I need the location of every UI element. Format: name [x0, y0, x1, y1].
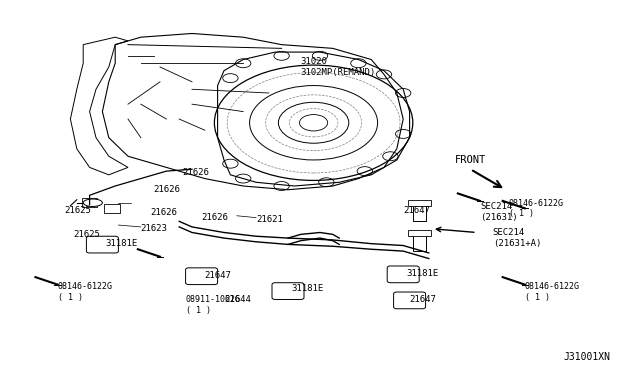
Text: 08146-6122G
( 1 ): 08146-6122G ( 1 ): [525, 282, 580, 302]
Text: 21647: 21647: [410, 295, 436, 304]
Ellipse shape: [83, 199, 102, 206]
Text: 08911-1062G
( 1 ): 08911-1062G ( 1 ): [186, 295, 241, 315]
FancyBboxPatch shape: [394, 292, 426, 309]
Text: 21626: 21626: [182, 169, 209, 177]
Bar: [413, 203, 426, 221]
Bar: [408, 200, 431, 206]
Text: 08146-6122G
( 1 ): 08146-6122G ( 1 ): [58, 282, 113, 302]
Text: FRONT: FRONT: [454, 155, 486, 165]
FancyBboxPatch shape: [272, 283, 304, 299]
Text: 21623: 21623: [141, 224, 168, 233]
Bar: [104, 204, 120, 213]
Text: 21644: 21644: [224, 295, 251, 304]
Text: 31181E: 31181E: [406, 269, 438, 278]
FancyBboxPatch shape: [387, 266, 419, 283]
FancyBboxPatch shape: [86, 236, 118, 253]
Text: J31001XN: J31001XN: [563, 352, 610, 362]
Text: 08146-6122G
( 1 ): 08146-6122G ( 1 ): [509, 199, 564, 218]
Text: 21625: 21625: [74, 230, 100, 239]
Text: 21626: 21626: [154, 185, 180, 194]
Text: 21621: 21621: [256, 215, 283, 224]
Text: SEC214
(21631+A): SEC214 (21631+A): [493, 228, 541, 248]
Bar: [82, 198, 97, 207]
Text: 21625: 21625: [64, 206, 91, 215]
Text: SEC214
(21631): SEC214 (21631): [480, 202, 518, 222]
Text: 21647: 21647: [205, 271, 232, 280]
Text: 21626: 21626: [150, 208, 177, 217]
Text: 21647: 21647: [403, 206, 430, 215]
FancyBboxPatch shape: [186, 268, 218, 285]
Bar: [408, 230, 431, 236]
Text: 31020
3102MP(REMAND): 31020 3102MP(REMAND): [301, 57, 376, 77]
Text: 31181E: 31181E: [106, 239, 138, 248]
Bar: [413, 232, 426, 251]
Text: 31181E: 31181E: [291, 284, 323, 293]
Text: 21626: 21626: [202, 213, 228, 222]
